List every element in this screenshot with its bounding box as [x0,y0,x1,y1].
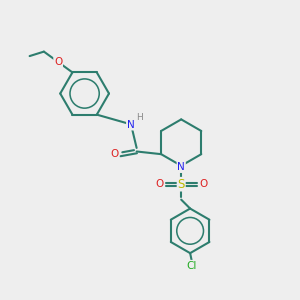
Text: O: O [199,179,207,189]
Text: H: H [136,113,142,122]
Text: N: N [177,162,185,172]
Text: O: O [110,149,118,160]
Text: Cl: Cl [186,261,197,271]
Text: O: O [54,57,62,67]
Text: N: N [127,120,135,130]
Text: S: S [178,178,185,191]
Text: O: O [155,179,163,189]
